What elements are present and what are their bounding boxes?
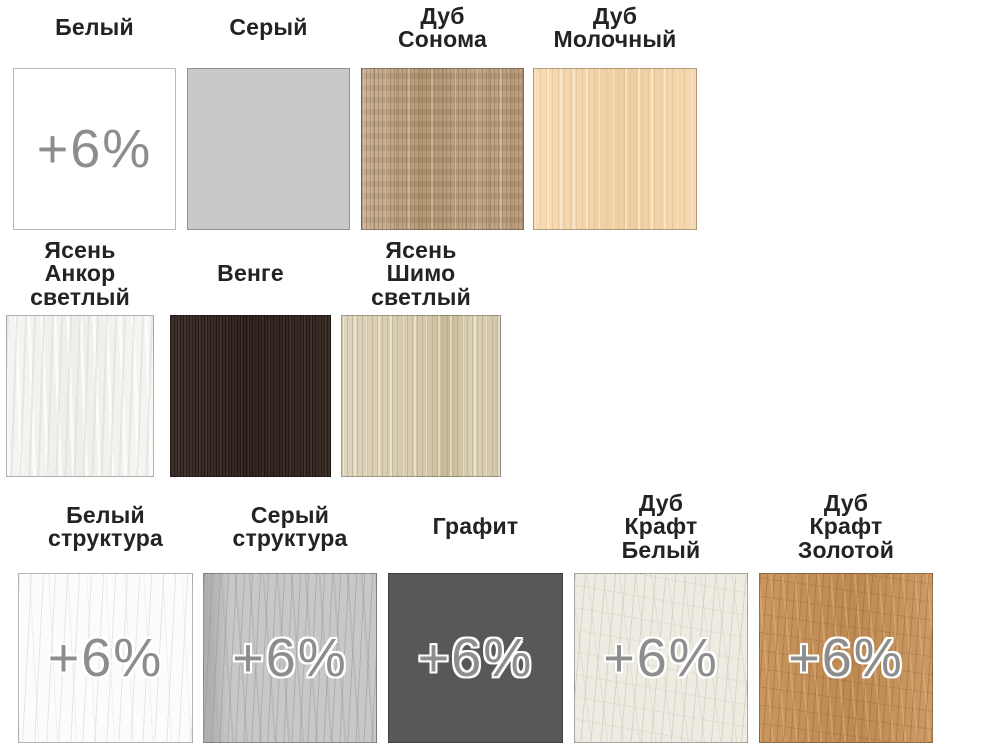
swatch-graphite[interactable]: +6%: [388, 573, 563, 743]
swatch-label-white-structure: Белый структура: [47, 501, 164, 551]
swatch-cell-oak-kraft-gold: Дуб Крафт Золотой +6%: [759, 488, 933, 743]
surcharge-badge: +6%: [36, 119, 153, 179]
swatch-cell-oak-milk: Дуб Молочный: [533, 0, 697, 230]
swatch-label-wenge: Венге: [217, 260, 284, 287]
swatch-oak-milk[interactable]: [533, 68, 697, 230]
swatch-gray-structure[interactable]: +6%: [203, 573, 377, 743]
swatch-white-structure[interactable]: +6%: [18, 573, 193, 743]
swatch-ash-anchor-light[interactable]: [6, 315, 154, 477]
swatch-label-oak-kraft-white: Дуб Крафт Белый: [621, 489, 701, 563]
swatch-cell-ash-anchor-light: Ясень Анкор светлый: [6, 236, 154, 477]
swatch-cell-gray: Серый: [187, 0, 350, 230]
surcharge-badge: +6%: [603, 628, 719, 688]
swatch-cell-white-structure: Белый структура +6%: [18, 488, 193, 743]
swatch-label-oak-sonoma: Дуб Сонома: [398, 2, 487, 52]
swatch-label-gray: Серый: [229, 14, 308, 41]
swatch-oak-sonoma[interactable]: [361, 68, 524, 230]
swatch-label-ash-anchor-light: Ясень Анкор светлый: [30, 236, 130, 310]
surcharge-badge: +6%: [232, 628, 348, 688]
swatch-gray[interactable]: [187, 68, 350, 230]
swatch-label-oak-kraft-gold: Дуб Крафт Золотой: [797, 489, 895, 563]
surcharge-badge: +6%: [417, 628, 534, 688]
swatch-ash-shimo-light[interactable]: [341, 315, 501, 477]
swatch-wenge[interactable]: [170, 315, 331, 477]
swatch-cell-white: Белый +6%: [13, 0, 176, 230]
swatch-label-ash-shimo-light: Ясень Шимо светлый: [371, 236, 471, 310]
surcharge-badge: +6%: [788, 628, 904, 688]
swatch-cell-graphite: Графит +6%: [388, 488, 563, 743]
swatch-cell-gray-structure: Серый структура +6%: [203, 488, 377, 743]
swatch-white[interactable]: +6%: [13, 68, 176, 230]
swatch-label-gray-structure: Серый структура: [232, 501, 348, 551]
swatch-cell-oak-sonoma: Дуб Сонома: [361, 0, 524, 230]
swatch-oak-kraft-white[interactable]: +6%: [574, 573, 748, 743]
surcharge-badge: +6%: [47, 628, 164, 688]
swatch-label-oak-milk: Дуб Молочный: [553, 2, 677, 52]
swatch-cell-wenge: Венге: [170, 240, 331, 477]
swatch-cell-oak-kraft-white: Дуб Крафт Белый +6%: [574, 488, 748, 743]
swatch-label-white: Белый: [55, 14, 134, 41]
swatch-label-graphite: Графит: [432, 513, 519, 540]
swatch-cell-ash-shimo-light: Ясень Шимо светлый: [341, 236, 501, 477]
swatch-oak-kraft-gold[interactable]: +6%: [759, 573, 933, 743]
